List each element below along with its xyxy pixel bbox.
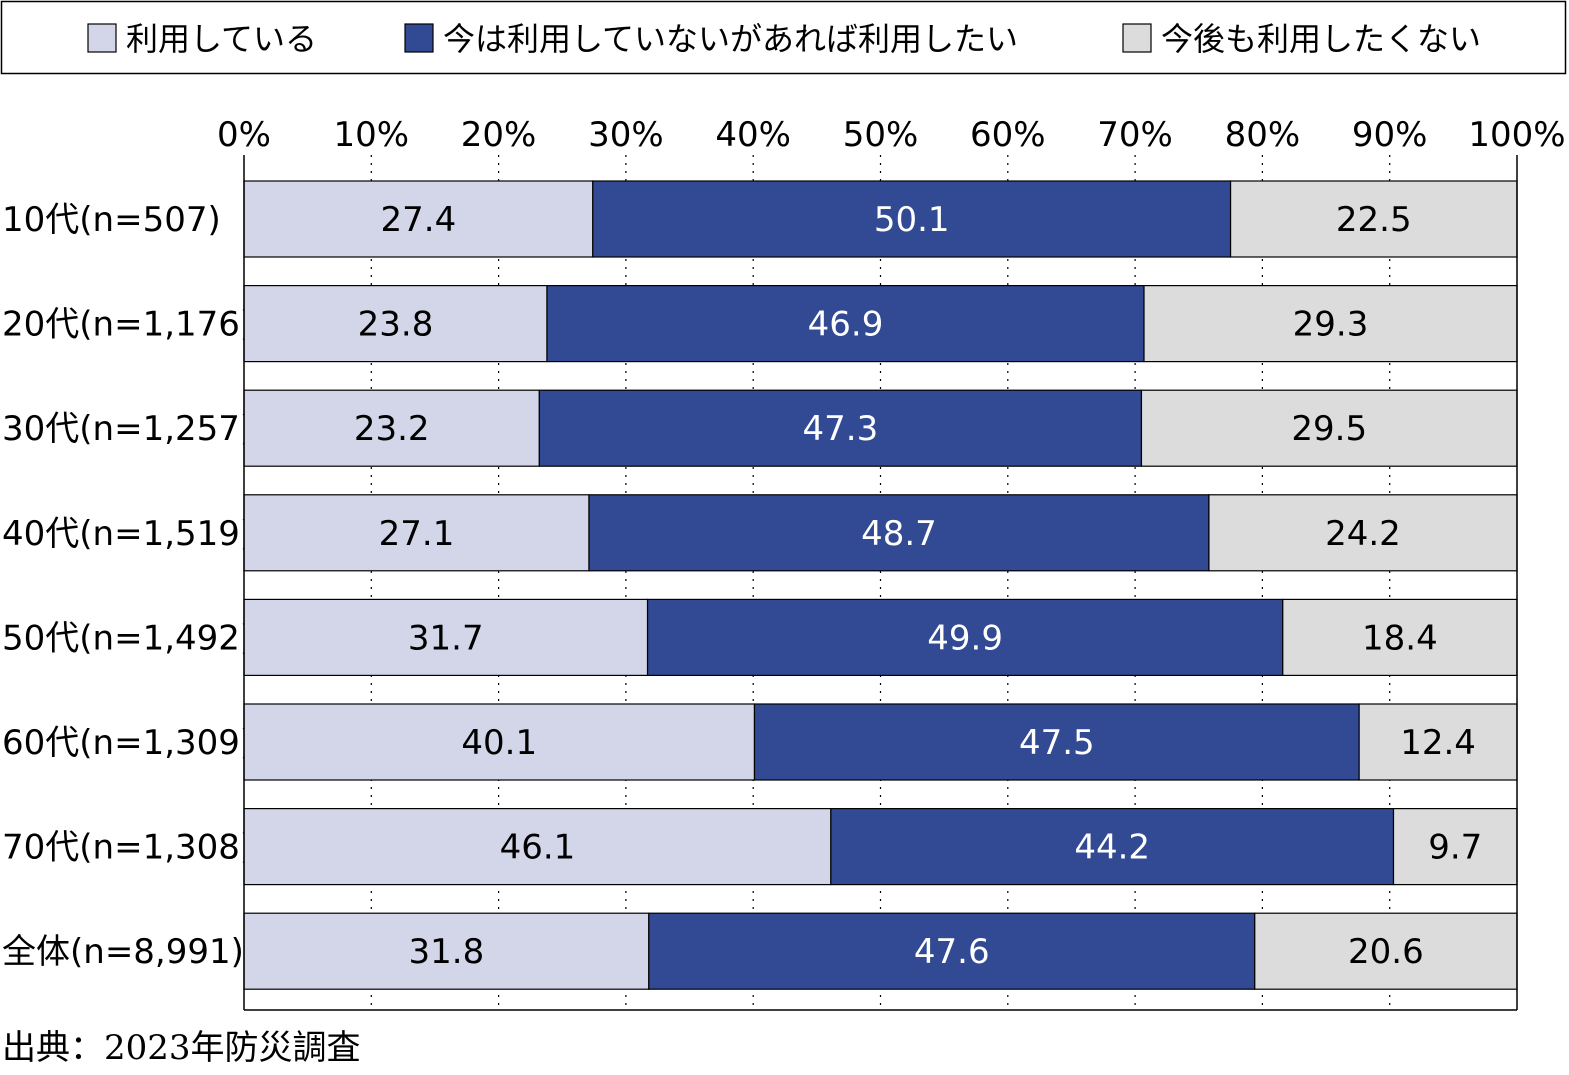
data-label: 29.5	[1291, 409, 1367, 449]
legend: 利用している 今は利用していないがあれば利用したい 今後も利用したくない	[0, 0, 1567, 75]
data-label: 48.7	[861, 514, 937, 554]
category-label: 60代(n=1,309)	[2, 723, 253, 763]
x-tick-label: 90%	[1352, 115, 1428, 155]
legend-label: 今は利用していないがあれば利用したい	[443, 20, 1018, 58]
x-tick-label: 80%	[1225, 115, 1301, 155]
bar-row: 10代(n=507) 27.4 50.1 22.5	[2, 180, 1518, 258]
bars: 10代(n=507) 27.4 50.1 22.5 20代(n=1,176) 23.8 46…	[2, 180, 1518, 990]
legend-item: 利用している	[87, 20, 317, 58]
data-label: 47.5	[1019, 723, 1095, 763]
legend-swatch	[1122, 23, 1152, 53]
category-label: 10代(n=507)	[2, 200, 221, 240]
data-label: 31.8	[409, 932, 485, 972]
data-label: 22.5	[1336, 200, 1412, 240]
data-label: 40.1	[461, 723, 537, 763]
bar-segment	[1143, 285, 1518, 363]
bar-row: 20代(n=1,176) 23.8 46.9 29.3	[2, 285, 1518, 363]
data-label: 29.3	[1293, 305, 1369, 345]
data-label: 23.2	[354, 409, 430, 449]
bar-segment	[243, 494, 590, 572]
legend-item: 今は利用していないがあれば利用したい	[404, 20, 1018, 58]
legend-swatch	[87, 23, 117, 53]
x-axis-ticks: 0% 10% 20% 30% 40% 50% 60% 70% 80% 90% 100%	[217, 115, 1566, 155]
bar-segment	[1254, 912, 1518, 990]
category-label: 全体(n=8,991)	[2, 932, 244, 972]
data-label: 24.2	[1325, 514, 1401, 554]
legend-frame	[0, 0, 1567, 75]
bar-segment	[243, 389, 540, 467]
category-label: 40代(n=1,519)	[2, 514, 253, 554]
data-label: 47.3	[803, 409, 879, 449]
x-tick-label: 40%	[715, 115, 791, 155]
data-label: 27.4	[381, 200, 457, 240]
data-label: 20.6	[1348, 932, 1424, 972]
bar-segment	[1392, 807, 1518, 886]
data-label: 47.6	[914, 932, 990, 972]
bar-segment	[243, 807, 832, 886]
bar-segment	[243, 285, 548, 363]
category-label: 30代(n=1,257)	[2, 409, 253, 449]
category-label: 20代(n=1,176)	[2, 305, 253, 345]
data-label: 31.7	[408, 618, 484, 658]
x-tick-label: 70%	[1097, 115, 1173, 155]
bar-segment	[243, 180, 594, 258]
x-tick-label: 20%	[461, 115, 537, 155]
bar-row: 全体(n=8,991) 31.8 47.6 20.6	[2, 912, 1518, 990]
bar-row: 70代(n=1,308) 46.1 44.2 9.7	[2, 807, 1518, 886]
bar-segment	[592, 180, 1232, 258]
bar-row: 60代(n=1,309) 40.1 47.5 12.4	[2, 703, 1518, 781]
stacked-bar-chart-svg: 利用している 今は利用していないがあれば利用したい 今後も利用したくない 0% 10% 2…	[0, 0, 1567, 1011]
bar-segment	[1229, 180, 1518, 258]
x-tick-label: 30%	[588, 115, 664, 155]
x-tick-label: 60%	[970, 115, 1046, 155]
data-label: 12.4	[1400, 723, 1476, 763]
bar-segment	[1140, 389, 1518, 467]
legend-swatch	[404, 23, 434, 53]
data-label: 44.2	[1074, 828, 1150, 868]
bar-segment	[1208, 494, 1518, 572]
data-label: 49.9	[927, 618, 1003, 658]
category-label: 70代(n=1,308)	[2, 828, 253, 868]
x-tick-label: 10%	[334, 115, 410, 155]
bar-segment	[588, 494, 1210, 572]
legend-label: 今後も利用したくない	[1161, 20, 1481, 58]
data-label: 50.1	[874, 200, 950, 240]
bar-segment	[243, 703, 756, 781]
legend-item: 今後も利用したくない	[1122, 20, 1481, 58]
bar-segment	[648, 912, 1256, 990]
bar-segment	[1282, 598, 1518, 677]
source-note: 出典：2023年防災調査	[2, 1028, 361, 1068]
data-label: 27.1	[379, 514, 455, 554]
bar-row: 30代(n=1,257) 23.2 47.3 29.5	[2, 389, 1518, 467]
data-label: 18.4	[1362, 618, 1438, 658]
legend-label: 利用している	[126, 20, 317, 58]
data-label: 23.8	[358, 305, 434, 345]
bar-segment	[546, 285, 1145, 363]
bar-segment	[243, 912, 650, 990]
data-label: 9.7	[1428, 828, 1482, 868]
data-label: 46.9	[808, 305, 884, 345]
x-tick-label: 0%	[217, 115, 271, 155]
data-label: 46.1	[500, 828, 576, 868]
bar-segment	[538, 389, 1143, 467]
x-tick-label: 50%	[843, 115, 919, 155]
category-label: 50代(n=1,492)	[2, 618, 253, 658]
bar-row: 40代(n=1,519) 27.1 48.7 24.2	[2, 494, 1518, 572]
x-tick-label: 100%	[1468, 115, 1565, 155]
bar-row: 50代(n=1,492) 31.7 49.9 18.4	[2, 598, 1518, 677]
